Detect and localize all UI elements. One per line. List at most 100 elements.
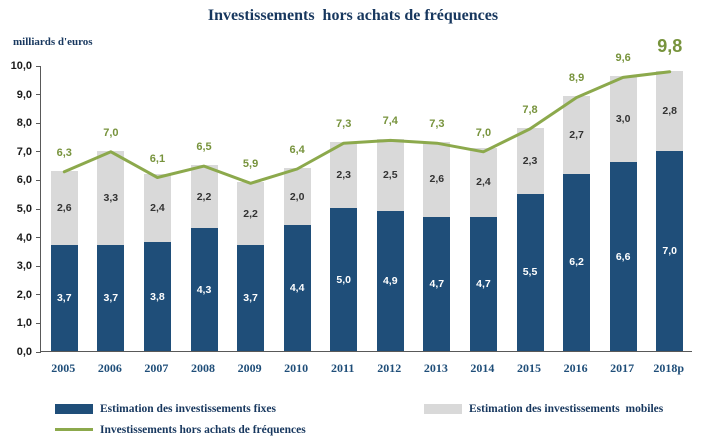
bar-segment-fixes: 5,0 xyxy=(330,208,358,351)
bar-segment-fixes: 4,7 xyxy=(423,216,451,351)
bar-value-label-mobiles: 2,8 xyxy=(662,104,677,117)
bar-value-label-fixes: 3,8 xyxy=(150,290,165,303)
y-tick-mark xyxy=(36,294,41,296)
bar-value-label-fixes: 3,7 xyxy=(103,292,119,305)
y-tick-label: 9,0 xyxy=(16,88,32,101)
bar-segment-fixes: 6,6 xyxy=(609,162,637,351)
bar-segment-mobiles: 2,0 xyxy=(283,167,311,226)
x-axis-label: 2005 xyxy=(51,361,76,375)
line-value-label: 7,4 xyxy=(382,115,398,128)
legend-swatch-mobiles xyxy=(424,403,462,414)
x-axis-label: 2016 xyxy=(563,361,588,375)
bar-value-label-mobiles: 2,2 xyxy=(243,207,258,220)
line-value-label: 8,9 xyxy=(568,72,585,85)
y-tick-label: 7,0 xyxy=(16,145,32,158)
y-tick-label: 1,0 xyxy=(16,317,32,330)
bar-segment-fixes: 3,8 xyxy=(143,242,171,351)
y-tick-mark xyxy=(36,322,41,324)
y-tick-label: 2,0 xyxy=(16,288,32,301)
bar-segment-fixes: 7,0 xyxy=(656,150,684,351)
bar-value-label-fixes: 3,7 xyxy=(56,292,72,305)
x-axis-label: 2010 xyxy=(284,361,309,375)
bar-segment-mobiles: 2,7 xyxy=(563,96,591,174)
y-tick-mark xyxy=(36,179,41,181)
bar-value-label-fixes: 4,7 xyxy=(429,277,445,290)
bar-value-label-fixes: 4,7 xyxy=(476,277,491,290)
line-value-label: 7,0 xyxy=(103,126,119,139)
y-tick-mark xyxy=(36,351,41,353)
legend-swatch-fixes xyxy=(55,403,93,414)
y-tick-mark xyxy=(36,94,41,96)
line-value-label: 7,8 xyxy=(522,103,538,116)
x-axis-label: 2017 xyxy=(610,361,635,375)
bar-segment-mobiles: 2,3 xyxy=(516,127,544,194)
bar-segment-fixes: 4,9 xyxy=(376,210,404,351)
bar-value-label-mobiles: 3,3 xyxy=(103,192,119,204)
bar-value-label-fixes: 5,5 xyxy=(522,266,538,279)
line-value-label: 6,5 xyxy=(196,141,212,154)
bar-segment-mobiles: 2,6 xyxy=(50,170,78,246)
bar-segment-mobiles: 2,6 xyxy=(423,142,451,217)
y-tick-mark xyxy=(36,122,41,124)
bar-value-label-mobiles: 2,0 xyxy=(289,190,305,203)
y-tick-mark xyxy=(36,265,41,267)
x-axis-label: 2009 xyxy=(237,361,262,375)
bar-value-label-fixes: 4,4 xyxy=(289,282,305,295)
legend-label-fixes: Estimation des investissements fixes xyxy=(100,402,277,415)
line-value-label: 7,3 xyxy=(336,118,352,131)
x-axis-label: 2008 xyxy=(191,361,215,375)
chart-legend: Estimation des investissements fixes Est… xyxy=(0,399,706,443)
line-value-label: 6,4 xyxy=(289,143,305,156)
bar-segment-fixes: 3,7 xyxy=(237,245,265,351)
bar-segment-mobiles: 3,3 xyxy=(97,150,125,246)
line-value-label: 7,3 xyxy=(429,118,445,131)
x-axis-label: 2013 xyxy=(423,361,448,375)
bar-value-label-fixes: 5,0 xyxy=(336,273,351,286)
bar-segment-mobiles: 2,4 xyxy=(469,147,497,217)
x-axis-label: 2014 xyxy=(470,361,495,375)
bar-value-label-mobiles: 2,3 xyxy=(336,169,351,182)
x-axis-label: 2007 xyxy=(144,361,169,375)
y-tick-mark xyxy=(36,151,41,153)
bar-value-label-mobiles: 2,7 xyxy=(569,129,584,142)
y-tick-label: 3,0 xyxy=(16,260,32,273)
bar-segment-mobiles: 2,8 xyxy=(656,70,684,151)
y-axis: 0,0 1,0 2,0 3,0 4,0 5,0 6,0 7,0 8,0 9,0 10,0 xyxy=(0,60,37,358)
bar-value-label-mobiles: 2,2 xyxy=(196,190,212,203)
line-value-label: 9,8 xyxy=(657,35,683,56)
bar-value-label-fixes: 3,7 xyxy=(243,292,258,305)
y-tick-label: 8,0 xyxy=(16,117,32,130)
line-value-label: 6,3 xyxy=(56,146,72,159)
x-axis-label: 2018p xyxy=(653,361,685,375)
bar-value-label-mobiles: 2,5 xyxy=(382,169,398,182)
bar-value-label-mobiles: 2,6 xyxy=(56,202,72,214)
bar-value-label-mobiles: 2,3 xyxy=(522,154,538,167)
y-tick-mark xyxy=(36,65,41,67)
x-axis-label: 2012 xyxy=(377,361,402,375)
y-tick-mark xyxy=(36,237,41,239)
y-tick-label: 5,0 xyxy=(16,203,32,215)
line-value-label: 9,6 xyxy=(615,52,631,65)
legend-label-mobiles: Estimation des investissements mobiles xyxy=(469,402,664,415)
legend-item-total-line: Investissements hors achats de fréquence… xyxy=(55,422,306,437)
bar-segment-fixes: 3,7 xyxy=(97,245,125,351)
bar-value-label-fixes: 6,2 xyxy=(569,256,584,269)
bar-segment-fixes: 3,7 xyxy=(50,245,78,351)
legend-label-total-line: Investissements hors achats de fréquence… xyxy=(100,423,306,436)
bar-value-label-mobiles: 2,4 xyxy=(476,176,491,189)
bar-segment-mobiles: 2,2 xyxy=(190,165,218,229)
legend-swatch-total-line xyxy=(55,428,93,431)
plot-area: 3,7 2,6 6,3 3,7 3,3 7,0 3,8 2,4 6,1 4,3 2,2 6,5 3,7 2… xyxy=(36,36,692,353)
bar-segment-mobiles: 2,2 xyxy=(237,182,265,246)
y-tick-label: 6,0 xyxy=(16,174,32,187)
bar-segment-mobiles: 2,5 xyxy=(376,139,404,211)
x-axis-label: 2006 xyxy=(97,361,122,375)
line-value-label: 6,1 xyxy=(149,152,166,165)
bar-segment-mobiles: 2,3 xyxy=(330,142,358,208)
bar-segment-fixes: 5,5 xyxy=(516,193,544,351)
y-axis-unit-label: milliards d'euros xyxy=(13,36,93,48)
bar-value-label-fixes: 4,3 xyxy=(196,283,212,296)
legend-item-fixes: Estimation des investissements fixes xyxy=(55,401,276,416)
x-axis: 2005 2006 2007 2008 2009 2010 2011 2012 2013 2014… xyxy=(40,358,692,376)
bar-segment-mobiles: 3,0 xyxy=(609,76,637,163)
